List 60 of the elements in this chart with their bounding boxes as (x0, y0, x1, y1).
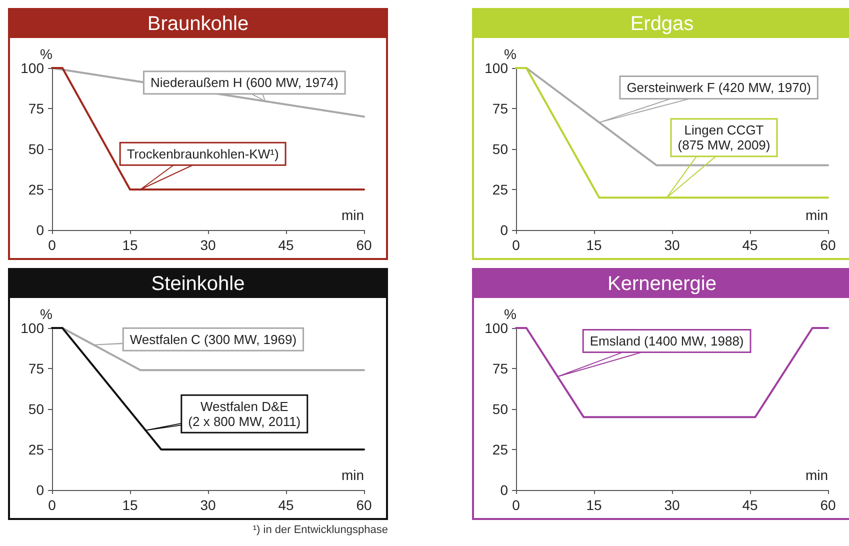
x-tick-label: 15 (586, 237, 602, 253)
y-tick-label: 0 (500, 482, 508, 498)
x-tick-label: 30 (664, 237, 680, 253)
chart-title: Steinkohle (10, 270, 386, 298)
series-label: Westfalen C (300 MW, 1969) (130, 332, 297, 347)
y-tick-label: 50 (28, 401, 44, 417)
text: Gersteinwerk F (420 MW, 1970) (626, 80, 811, 95)
x-tick-label: 60 (820, 497, 836, 513)
y-tick-label: 100 (20, 320, 44, 336)
x-tick-label: 30 (200, 497, 216, 513)
text: ¹) in der Entwicklungsphase (252, 524, 388, 536)
series-label: Westfalen D&E (2 x 800 MW, 2011) (188, 398, 301, 429)
y-tick-label: 50 (492, 401, 508, 417)
y-tick-label: 75 (28, 360, 44, 376)
y-tick-label: 100 (484, 320, 508, 336)
y-tick-label: 75 (28, 100, 44, 116)
y-tick-label: 75 (492, 360, 508, 376)
y-tick-label: 0 (500, 222, 508, 238)
y-tick-label: 25 (28, 442, 44, 458)
x-tick-label: 15 (122, 237, 138, 253)
x-tick-label: 60 (820, 237, 836, 253)
x-axis-title: min (341, 207, 364, 223)
x-tick-label: 0 (48, 497, 56, 513)
chart-title: Kernenergie (474, 270, 849, 298)
x-tick-label: 30 (664, 497, 680, 513)
x-tick-label: 60 (356, 237, 372, 253)
y-tick-label: 75 (492, 100, 508, 116)
x-axis-title: min (341, 467, 364, 483)
chart-title: Braunkohle (10, 10, 386, 38)
x-tick-label: 15 (586, 497, 602, 513)
text: Emsland (1400 MW, 1988) (590, 333, 744, 348)
x-tick-label: 0 (512, 237, 520, 253)
y-tick-label: 50 (492, 141, 508, 157)
x-tick-label: 60 (356, 497, 372, 513)
y-tick-label: 50 (28, 141, 44, 157)
x-tick-label: 45 (278, 237, 294, 253)
y-axis-title: % (504, 46, 516, 62)
y-tick-label: 25 (492, 182, 508, 198)
x-tick-label: 45 (742, 237, 758, 253)
x-axis-title: min (805, 207, 828, 223)
y-tick-label: 25 (28, 182, 44, 198)
x-tick-label: 45 (742, 497, 758, 513)
y-axis-title: % (40, 306, 52, 322)
x-tick-label: 0 (48, 237, 56, 253)
chart-title: Erdgas (474, 10, 849, 38)
y-axis-title: % (40, 46, 52, 62)
x-tick-label: 0 (512, 497, 520, 513)
y-tick-label: 100 (484, 60, 508, 76)
y-tick-label: 0 (36, 482, 44, 498)
text: Lingen CCGT (875 MW, 2009) (678, 122, 770, 153)
x-axis-title: min (805, 467, 828, 483)
y-tick-label: 100 (20, 60, 44, 76)
series-label: Niederaußem H (600 MW, 1974) (150, 75, 338, 90)
series-label: Trockenbraunkohlen-KW¹) (126, 146, 279, 162)
y-axis-title: % (504, 306, 516, 322)
y-tick-label: 0 (36, 222, 44, 238)
x-tick-label: 30 (200, 237, 216, 253)
x-tick-label: 45 (278, 497, 294, 513)
x-tick-label: 15 (122, 497, 138, 513)
y-tick-label: 25 (492, 442, 508, 458)
